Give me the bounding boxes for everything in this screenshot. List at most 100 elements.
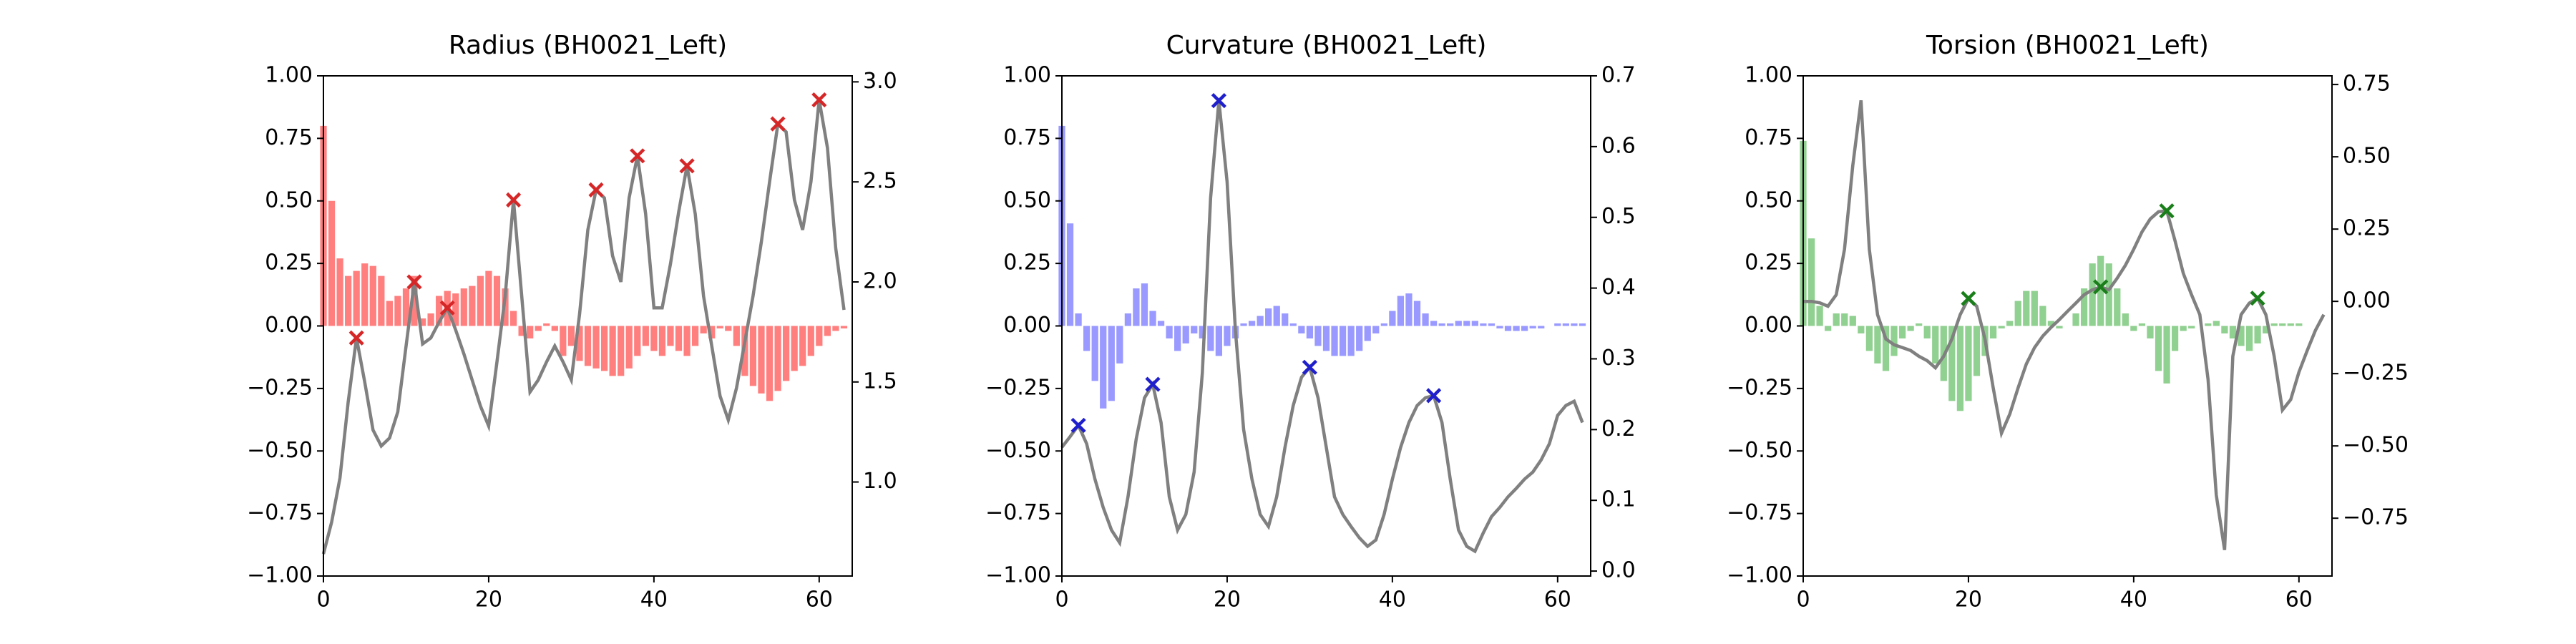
bar [691, 326, 699, 346]
peak-marker [2250, 291, 2265, 306]
bar [378, 275, 385, 326]
y-tick-label: 0.00 [265, 313, 313, 338]
bar [2114, 288, 2121, 326]
bar [369, 265, 376, 326]
bar [1825, 326, 1832, 331]
bar [1488, 323, 1496, 326]
bar [2163, 326, 2170, 384]
bar [1174, 326, 1181, 351]
y2-tick-label: 0.25 [2343, 216, 2391, 241]
bar [783, 326, 790, 381]
bar [477, 275, 484, 326]
bar [402, 288, 410, 326]
bar [394, 296, 401, 326]
bar [1298, 326, 1305, 333]
peak-marker [505, 192, 522, 208]
bar [1989, 326, 1997, 338]
bar [419, 318, 426, 326]
bar [2263, 326, 2270, 333]
bar [509, 311, 517, 326]
bar [2047, 321, 2055, 326]
bar [1998, 326, 2005, 328]
bar [1273, 306, 1280, 326]
bar [1091, 326, 1098, 381]
peak-marker [1426, 388, 1442, 404]
bar [1322, 326, 1330, 351]
bar [1199, 326, 1206, 338]
y2-tick-label: 0.5 [1601, 204, 1636, 229]
bar [1865, 326, 1873, 351]
bar [1973, 326, 1981, 376]
x-tick-label: 60 [2285, 587, 2313, 613]
bar [2245, 326, 2253, 351]
peak-marker [2093, 279, 2109, 295]
y-tick-label: −0.50 [1727, 438, 1792, 463]
bar [567, 326, 575, 346]
bar [436, 296, 443, 326]
bar [733, 326, 740, 346]
bar [543, 323, 550, 326]
bar [1956, 326, 1964, 411]
peak-marker [1302, 359, 1318, 375]
bar [1149, 311, 1156, 326]
bar [1422, 313, 1429, 326]
bar [1224, 326, 1231, 346]
y-tick-label: 0.75 [265, 125, 313, 150]
bar [2221, 326, 2228, 333]
bar [1075, 313, 1082, 326]
bar [683, 326, 691, 356]
y-tick-label: −1.00 [247, 563, 313, 588]
bar [1207, 326, 1214, 351]
bar [535, 326, 542, 331]
bar [353, 270, 360, 326]
bar [1898, 326, 1906, 338]
bar [1858, 326, 1865, 333]
bar [1289, 323, 1297, 326]
bar [824, 326, 831, 336]
bar [1849, 316, 1856, 326]
bar [2056, 326, 2063, 328]
bar [2031, 291, 2038, 326]
bar [1538, 326, 1545, 328]
y2-tick-label: 0.1 [1601, 487, 1636, 512]
peak-marker [348, 330, 364, 346]
bar [1108, 326, 1115, 401]
bar [1240, 323, 1247, 326]
bar [1890, 326, 1898, 356]
bar [832, 326, 839, 331]
y-tick-label: 0.75 [1745, 125, 1792, 150]
y-tick-label: 0.00 [1745, 313, 1792, 338]
bar [2023, 291, 2030, 326]
line [1060, 100, 1584, 554]
bar [1882, 326, 1890, 371]
y2-tick-label: 0.2 [1601, 416, 1636, 441]
x-tick-label: 0 [1796, 587, 1810, 613]
bar [361, 263, 369, 326]
y-tick-label: 0.25 [1745, 250, 1792, 275]
y2-tick-label: 2.0 [863, 268, 897, 293]
bar [551, 326, 558, 331]
bar [1380, 323, 1387, 326]
peak-marker [770, 116, 786, 132]
bar [2089, 263, 2096, 326]
bar [1438, 323, 1445, 326]
bar [1182, 326, 1189, 343]
line [321, 99, 846, 555]
bar [1579, 323, 1586, 326]
y-tick-label: 0.25 [1003, 250, 1051, 275]
bar [1282, 313, 1289, 326]
bar [774, 326, 781, 391]
bar [618, 326, 625, 376]
bar [2229, 326, 2237, 338]
bar [600, 326, 608, 371]
bar [716, 326, 723, 328]
bar [2212, 321, 2220, 326]
peak-marker [630, 148, 645, 164]
bar [2155, 326, 2162, 371]
peak-marker [1070, 417, 1086, 434]
bar [2097, 255, 2104, 326]
bar [1248, 321, 1256, 326]
bar [2180, 326, 2187, 331]
bar [1257, 316, 1264, 326]
bar [1083, 326, 1091, 351]
